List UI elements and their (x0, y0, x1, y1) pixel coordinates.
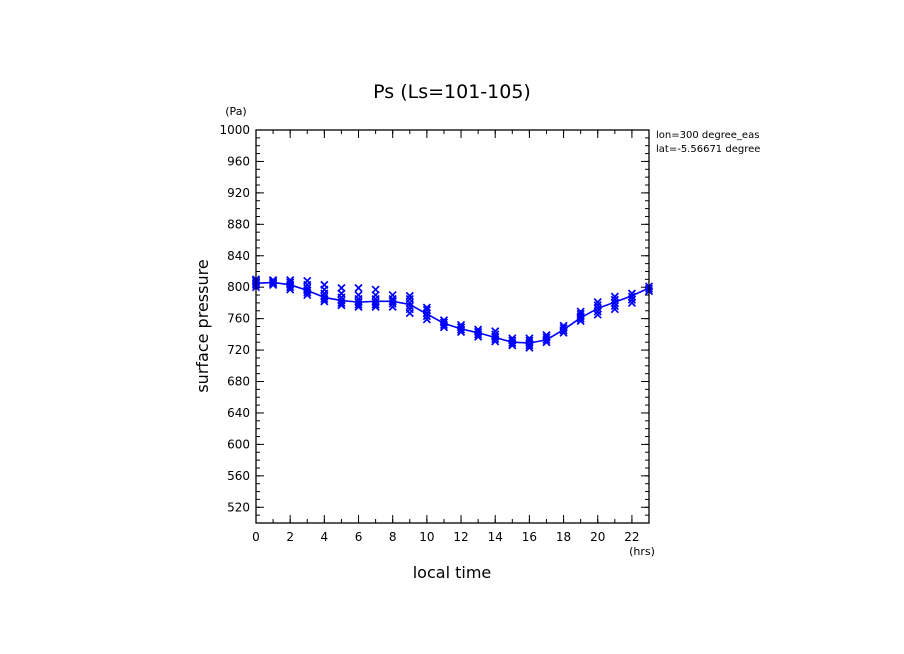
y-axis-title: surface pressure (193, 259, 212, 392)
annotation-lon: lon=300 degree_eas (656, 130, 759, 141)
y-tick-label: 600 (227, 437, 250, 451)
sample-marker (456, 320, 466, 330)
sample-marker (286, 276, 295, 285)
x-axis-title: local time (413, 563, 492, 582)
sample-marker (405, 294, 414, 304)
sample-marker (405, 291, 414, 300)
y-tick-label: 560 (227, 469, 250, 483)
x-tick-label: 4 (321, 530, 329, 544)
y-tick-label: 840 (227, 249, 250, 263)
sample-marker (422, 312, 431, 321)
y-tick-label: 880 (227, 217, 250, 231)
x-tick-label: 22 (624, 530, 639, 544)
sample-marker (491, 327, 500, 336)
sample-marker (303, 276, 312, 286)
sample-marker (525, 334, 534, 343)
x-tick-label: 10 (419, 530, 434, 544)
y-tick-label: 960 (227, 154, 250, 168)
x-unit-label: (hrs) (629, 545, 655, 558)
sample-marker (576, 307, 585, 316)
sample-marker (405, 305, 414, 314)
y-tick-label: 800 (227, 280, 250, 294)
mean-line (255, 281, 650, 344)
sample-marker (371, 285, 380, 294)
sample-marker (320, 280, 329, 289)
y-tick-label: 680 (227, 375, 250, 389)
sample-marker (593, 298, 602, 307)
sample-marker (610, 292, 619, 301)
sample-marker (627, 289, 637, 298)
x-tick-label: 20 (590, 530, 605, 544)
sample-marker (354, 283, 363, 293)
sample-marker (610, 305, 619, 314)
plot-frame (255, 129, 650, 524)
y-tick-label: 640 (227, 406, 250, 420)
x-tick-label: 18 (556, 530, 571, 544)
sample-marker (627, 298, 637, 308)
x-tick-label: 8 (389, 530, 397, 544)
sample-marker (422, 315, 431, 324)
y-tick-label: 1000 (219, 123, 250, 137)
ticks-layer: 0 2 4 6 8 10 12 14 16 18 20 22 520 560 600 640 680 720 760… (219, 123, 650, 544)
sample-marker (337, 283, 346, 293)
x-tick-label: 2 (286, 530, 294, 544)
x-tick-label: 0 (252, 530, 260, 544)
y-tick-label: 920 (227, 186, 250, 200)
sample-marker (508, 334, 517, 343)
annotation-lat: lat=-5.56671 degree (656, 144, 760, 155)
sample-marker (422, 303, 431, 312)
x-tick-label: 16 (522, 530, 537, 544)
x-tick-label: 14 (488, 530, 503, 544)
sample-marker (542, 331, 551, 340)
x-tick-label: 6 (355, 530, 363, 544)
x-tick-label: 12 (453, 530, 468, 544)
y-tick-label: 720 (227, 343, 250, 357)
sample-marker (354, 290, 363, 300)
y-tick-label: 520 (227, 500, 250, 514)
chart-title: Ps (Ls=101-105) (373, 81, 531, 103)
y-unit-label: (Pa) (225, 105, 246, 118)
sample-marker (388, 290, 397, 300)
sample-marker (593, 310, 602, 319)
y-tick-label: 760 (227, 312, 250, 326)
data-layer (251, 275, 654, 352)
